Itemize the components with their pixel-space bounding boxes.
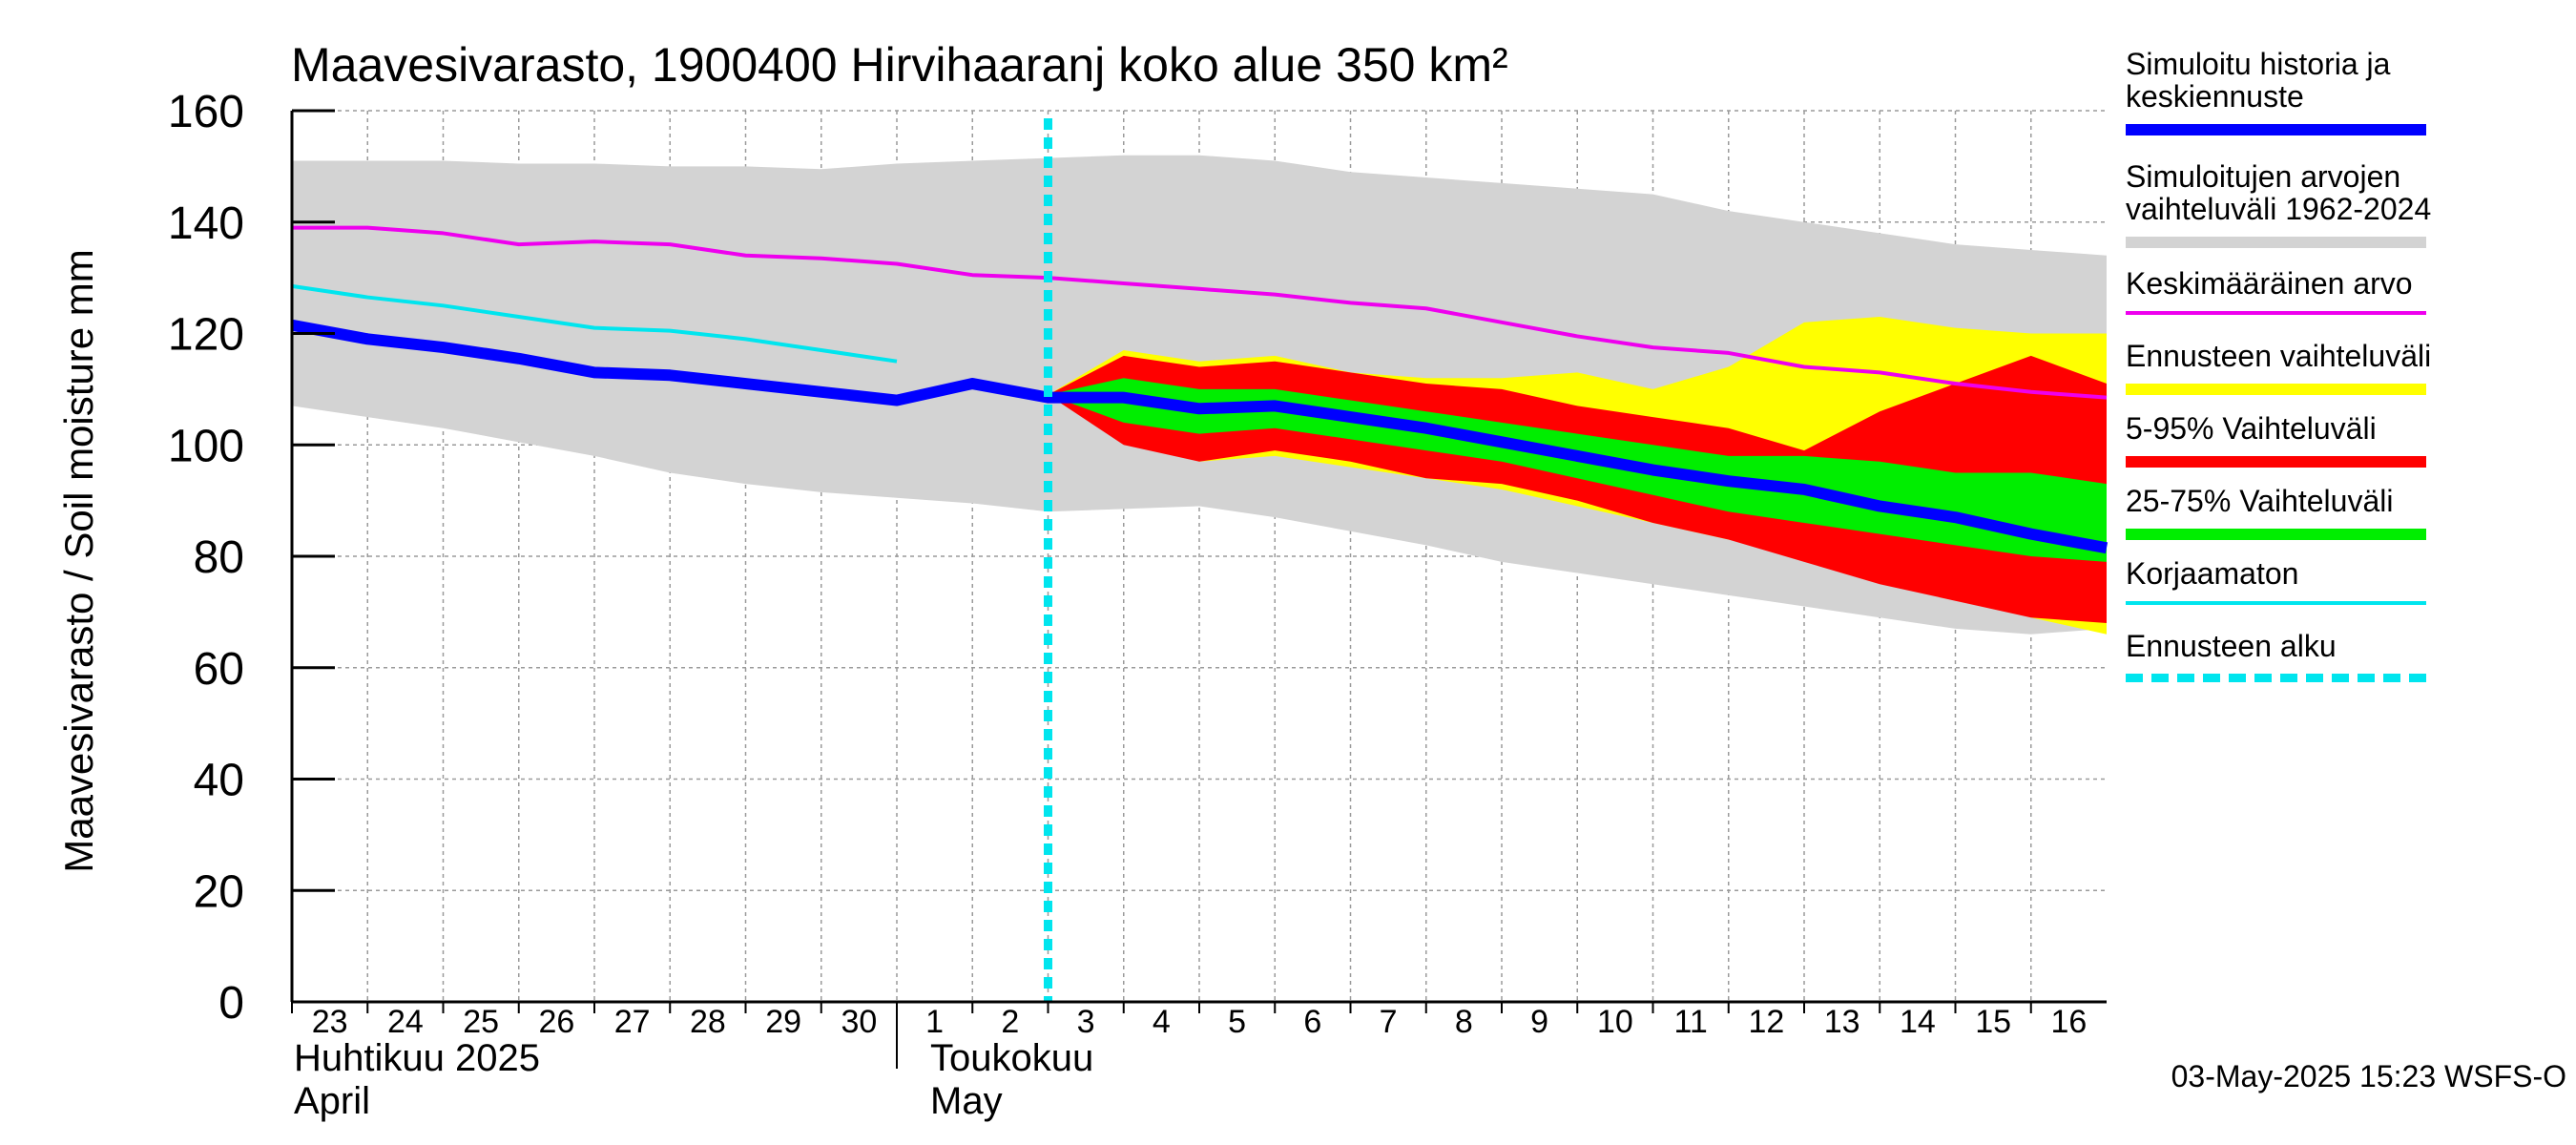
timestamp: 03-May-2025 15:23 WSFS-O xyxy=(2171,1059,2566,1093)
y-tick-label: 20 xyxy=(194,866,244,917)
legend-item: Simuloitujen arvojen vaihteluväli 1962-2… xyxy=(2126,159,2526,248)
x-tick-label: 13 xyxy=(1824,1004,1860,1040)
band-25-75-vaihteluv-li xyxy=(1048,378,2107,562)
x-tick-label: 26 xyxy=(538,1004,574,1040)
legend-swatch xyxy=(2126,456,2426,468)
line-korjaamaton xyxy=(291,283,898,364)
y-tick-label: 80 xyxy=(194,532,244,583)
y-tick-label: 100 xyxy=(168,421,244,471)
x-tick-label: 29 xyxy=(765,1004,801,1040)
chart-title: Maavesivarasto, 1900400 Hirvihaaranj kok… xyxy=(291,38,1508,92)
x-tick-label: 27 xyxy=(614,1004,651,1040)
line-simuloitu-historia-ja-keskiennuste xyxy=(290,319,2109,554)
legend-label: Keskimääräinen arvo xyxy=(2126,266,2413,301)
y-tick-label: 140 xyxy=(168,198,244,249)
x-tick-label: 3 xyxy=(1077,1004,1095,1040)
legend-item: 25-75% Vaihteluväli xyxy=(2126,484,2526,540)
month-label-fi: Huhtikuu 2025 xyxy=(294,1037,540,1079)
month-label-en: May xyxy=(930,1080,1003,1122)
x-tick-label: 9 xyxy=(1530,1004,1548,1040)
legend-label: Ennusteen alku xyxy=(2126,629,2337,663)
legend-swatch xyxy=(2126,384,2426,395)
x-tick-label: 15 xyxy=(1975,1004,2011,1040)
x-tick-label: 24 xyxy=(387,1004,424,1040)
x-tick-label: 25 xyxy=(463,1004,499,1040)
x-tick-label: 16 xyxy=(2050,1004,2087,1040)
legend-label: Ennusteen vaihteluväli xyxy=(2126,339,2432,373)
x-tick-label: 6 xyxy=(1303,1004,1321,1040)
legend-item: 5-95% Vaihteluväli xyxy=(2126,411,2526,468)
legend-label: Simuloitujen arvojen vaihteluväli 1962-2… xyxy=(2126,159,2432,226)
y-tick-label: 40 xyxy=(194,756,244,806)
y-tick-label: 0 xyxy=(218,978,244,1029)
legend-swatch xyxy=(2126,601,2426,605)
x-tick-label: 5 xyxy=(1228,1004,1246,1040)
legend-label: Korjaamaton xyxy=(2126,556,2299,591)
legend-swatch xyxy=(2126,237,2426,248)
x-tick-label: 11 xyxy=(1673,1004,1707,1040)
x-tick-label: 7 xyxy=(1380,1004,1398,1040)
legend-swatch xyxy=(2126,674,2426,682)
legend-swatch xyxy=(2126,529,2426,540)
legend-swatch xyxy=(2126,311,2426,315)
x-tick-label: 28 xyxy=(690,1004,726,1040)
legend-item: Keskimääräinen arvo xyxy=(2126,266,2526,315)
x-tick-label: 2 xyxy=(1001,1004,1019,1040)
legend-label: Simuloitu historia ja keskiennuste xyxy=(2126,47,2391,114)
x-tick-label: 8 xyxy=(1455,1004,1473,1040)
legend-item: Ennusteen vaihteluväli xyxy=(2126,339,2526,395)
legend-swatch xyxy=(2126,124,2426,135)
legend-item: Korjaamaton xyxy=(2126,556,2526,605)
x-tick-label: 12 xyxy=(1748,1004,1784,1040)
x-tick-label: 1 xyxy=(925,1004,944,1040)
legend-item: Simuloitu historia ja keskiennuste xyxy=(2126,47,2526,135)
legend-item: Ennusteen alku xyxy=(2126,629,2526,682)
y-tick-label: 60 xyxy=(194,644,244,695)
x-tick-label: 10 xyxy=(1597,1004,1633,1040)
y-tick-label: 120 xyxy=(168,310,244,361)
legend-label: 5-95% Vaihteluväli xyxy=(2126,411,2377,446)
x-tick-label: 30 xyxy=(841,1004,877,1040)
month-label-en: April xyxy=(294,1080,370,1122)
y-axis-label: Maavesivarasto / Soil moisture mm xyxy=(56,249,101,873)
month-label-fi: Toukokuu xyxy=(930,1037,1093,1079)
x-tick-label: 23 xyxy=(312,1004,348,1040)
y-tick-label: 160 xyxy=(168,87,244,137)
x-tick-label: 14 xyxy=(1900,1004,1936,1040)
x-tick-label: 4 xyxy=(1153,1004,1171,1040)
line-keskim-r-inen-arvo xyxy=(292,225,2108,400)
legend-label: 25-75% Vaihteluväli xyxy=(2126,484,2394,518)
